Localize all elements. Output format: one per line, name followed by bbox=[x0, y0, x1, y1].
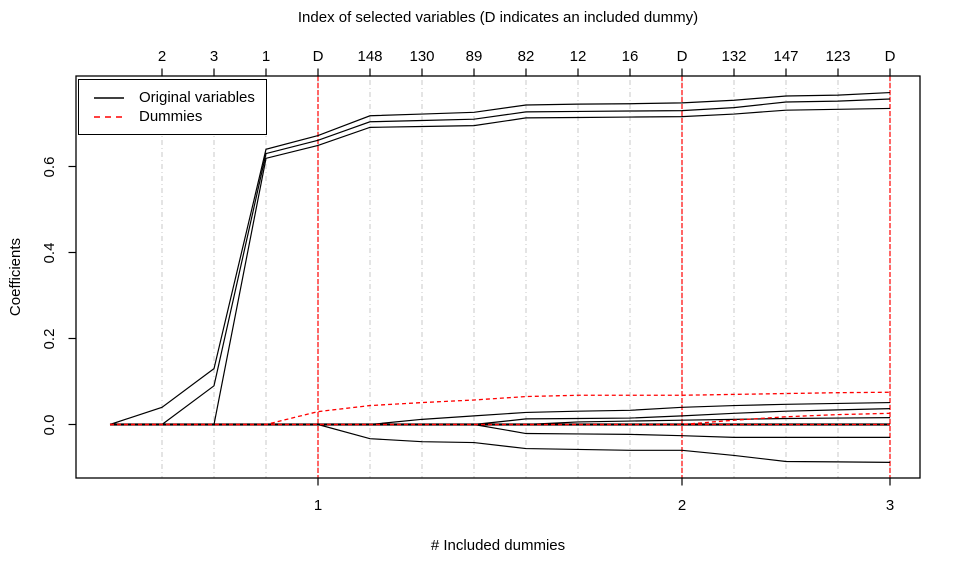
legend-label-dummies: Dummies bbox=[139, 108, 203, 125]
top-tick-label: 147 bbox=[773, 48, 799, 65]
series-original-5 bbox=[110, 407, 891, 426]
plot-border bbox=[75, 75, 921, 479]
top-tick-label: 123 bbox=[825, 48, 851, 65]
legend-row-dummies: Dummies bbox=[79, 107, 266, 126]
y-tick-label: 0.4 bbox=[41, 242, 58, 263]
top-tick-label: D bbox=[676, 48, 688, 65]
series-dummy-1 bbox=[110, 391, 891, 426]
top-tick-label: D bbox=[884, 48, 896, 65]
top-tick-label: 82 bbox=[517, 48, 535, 65]
series-original-7 bbox=[110, 423, 891, 463]
series-original-1 bbox=[109, 91, 891, 426]
top-tick-label: 132 bbox=[721, 48, 747, 65]
legend: Original variables Dummies bbox=[78, 79, 267, 135]
original-line-sample bbox=[94, 96, 124, 99]
series-original-2 bbox=[110, 98, 891, 426]
top-tick-label: 16 bbox=[621, 48, 639, 65]
top-tick-label: 148 bbox=[357, 48, 383, 65]
y-tick-label: 0.0 bbox=[41, 414, 58, 435]
top-tick-label: 3 bbox=[209, 48, 219, 65]
bottom-tick-label: 1 bbox=[313, 497, 323, 514]
series-original-8 bbox=[110, 423, 890, 438]
dummies-line-sample bbox=[94, 115, 124, 118]
y-tick-label: 0.2 bbox=[41, 328, 58, 349]
y-tick-label: 0.6 bbox=[41, 156, 58, 177]
top-tick-label: 12 bbox=[569, 48, 587, 65]
legend-label-original: Original variables bbox=[139, 89, 255, 106]
legend-row-original: Original variables bbox=[79, 88, 266, 107]
bottom-tick-label: 2 bbox=[677, 497, 687, 514]
y-axis-label: Coefficients bbox=[7, 237, 24, 317]
series-original-3 bbox=[110, 107, 891, 426]
x-axis-label: # Included dummies bbox=[430, 537, 566, 554]
chart-title: Index of selected variables (D indicates… bbox=[297, 9, 699, 26]
top-tick-label: 89 bbox=[465, 48, 483, 65]
top-tick-label: 1 bbox=[261, 48, 271, 65]
top-tick-label: 2 bbox=[157, 48, 167, 65]
top-tick-label: D bbox=[312, 48, 324, 65]
bottom-tick-label: 3 bbox=[885, 497, 895, 514]
top-tick-label: 130 bbox=[409, 48, 435, 65]
